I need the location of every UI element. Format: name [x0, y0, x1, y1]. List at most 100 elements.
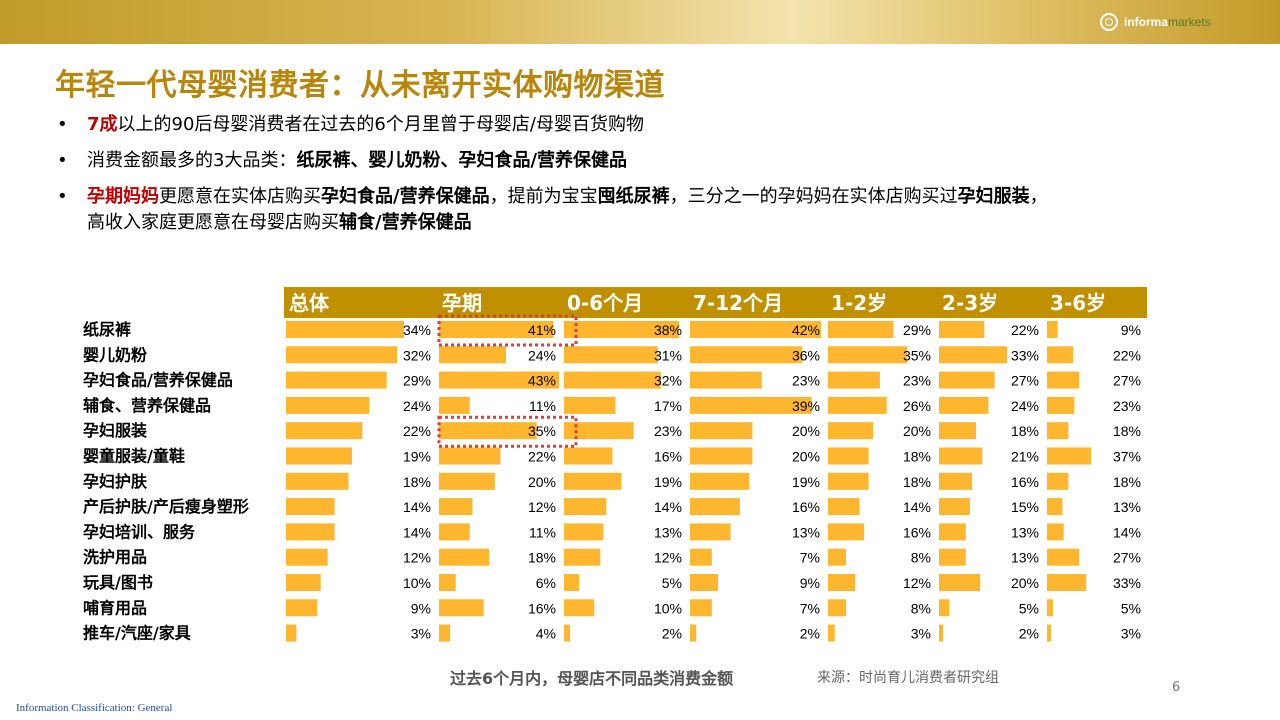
- bar: [690, 574, 719, 591]
- highlight-box: [437, 314, 578, 347]
- bar-value-label: 18%: [403, 474, 431, 490]
- bar-value-label: 17%: [654, 398, 682, 414]
- bar: [439, 396, 470, 414]
- bar: [1047, 624, 1051, 642]
- bar: [939, 574, 981, 591]
- bar: [828, 371, 880, 389]
- bar: [1047, 371, 1080, 389]
- bar: [439, 321, 554, 338]
- bar-value-label: 33%: [1011, 347, 1039, 363]
- column-header-2: 孕期: [442, 291, 482, 315]
- bar: [828, 321, 894, 338]
- bar-value-label: 18%: [1113, 474, 1141, 490]
- bar-value-label: 41%: [528, 322, 556, 338]
- category-label: 洗护用品: [83, 548, 147, 567]
- bar: [439, 346, 506, 364]
- bar: [439, 574, 456, 591]
- chart-caption: 过去6个月内，母婴店不同品类消费金额: [450, 669, 734, 688]
- classification-label: Information Classification: General: [16, 702, 173, 714]
- bar-value-label: 16%: [1011, 474, 1039, 490]
- bar-value-label: 12%: [903, 575, 931, 591]
- bar: [1047, 523, 1064, 541]
- bar-value-label: 2%: [1019, 626, 1039, 642]
- bar-value-label: 24%: [528, 347, 556, 363]
- bar-value-label: 16%: [654, 449, 682, 465]
- column-header-3: 0-6个月: [567, 291, 643, 315]
- bar: [690, 548, 712, 566]
- bar: [828, 472, 869, 490]
- bar: [564, 548, 601, 566]
- bar: [939, 447, 983, 465]
- bar: [828, 624, 835, 642]
- bar-value-label: 14%: [403, 499, 431, 515]
- highlight-box: [437, 415, 578, 448]
- bar: [1047, 599, 1053, 617]
- bar-value-label: 23%: [654, 423, 682, 439]
- bar-value-label: 20%: [792, 449, 820, 465]
- bar: [439, 548, 490, 566]
- bar-value-label: 16%: [903, 524, 931, 540]
- bullet-2: 消费金额最多的3大品类：纸尿裤、婴儿奶粉、孕妇食品/营养保健品: [55, 148, 1235, 174]
- category-label: 婴童服装/童鞋: [83, 447, 185, 466]
- logo-text: informamarkets: [1124, 15, 1211, 29]
- bar-value-label: 8%: [911, 600, 931, 616]
- bar-value-label: 23%: [1113, 398, 1141, 414]
- bar: [564, 574, 580, 591]
- bar: [564, 599, 595, 617]
- bar-value-label: 13%: [792, 524, 820, 540]
- bar-value-label: 18%: [903, 449, 931, 465]
- bar-value-label: 19%: [654, 474, 682, 490]
- bar: [939, 371, 995, 389]
- bar-value-label: 38%: [654, 322, 682, 338]
- category-label: 孕妇食品/营养保健品: [83, 371, 233, 390]
- column-header-4: 7-12个月: [693, 291, 783, 315]
- bar: [1047, 574, 1087, 591]
- bar: [286, 447, 352, 465]
- bar: [939, 523, 966, 541]
- bar-value-label: 32%: [403, 347, 431, 363]
- bar: [690, 599, 712, 617]
- category-label: 辅食、营养保健品: [83, 396, 211, 415]
- bar-value-label: 5%: [662, 575, 682, 591]
- bar: [939, 396, 989, 414]
- bar: [286, 346, 398, 364]
- bar: [1047, 346, 1074, 364]
- slide-title: 年轻一代母婴消费者：从未离开实体购物渠道: [55, 68, 665, 103]
- bar: [1047, 498, 1063, 516]
- bar-value-label: 2%: [800, 626, 820, 642]
- bar: [439, 447, 501, 465]
- bar: [439, 422, 537, 440]
- bar-value-label: 12%: [403, 550, 431, 566]
- bullet-3: 孕期妈妈更愿意在实体店购买孕妇食品/营养保健品，提前为宝宝囤纸尿裤，三分之一的孕…: [55, 184, 1235, 236]
- bar: [690, 498, 740, 516]
- bar-value-label: 29%: [903, 322, 931, 338]
- bar: [939, 321, 985, 338]
- bar: [1047, 321, 1058, 338]
- bar: [939, 422, 977, 440]
- bar: [690, 422, 753, 440]
- bar: [690, 371, 762, 389]
- bar: [439, 498, 473, 516]
- bar: [439, 472, 495, 490]
- bar: [286, 523, 335, 541]
- bar: [690, 346, 803, 364]
- category-label: 婴儿奶粉: [83, 345, 147, 364]
- bar-value-label: 3%: [411, 626, 431, 642]
- bar-value-label: 16%: [528, 600, 556, 616]
- bar-value-label: 18%: [1113, 423, 1141, 439]
- category-label: 孕妇培训、服务: [83, 522, 196, 541]
- bar: [286, 624, 297, 642]
- bar: [1047, 447, 1091, 465]
- bar-value-label: 6%: [536, 575, 556, 591]
- bar-value-label: 10%: [654, 600, 682, 616]
- chart-header-band: [284, 287, 1147, 318]
- bullet-list: 7成以上的90后母婴消费者在过去的6个月里曾于母婴店/母婴百货购物 消费金额最多…: [55, 112, 1235, 246]
- bar: [286, 574, 321, 591]
- bar: [828, 574, 856, 591]
- bar-value-label: 32%: [654, 373, 682, 389]
- bar-value-label: 20%: [792, 423, 820, 439]
- bar-value-label: 9%: [800, 575, 820, 591]
- bar-value-label: 31%: [654, 347, 682, 363]
- bar-value-label: 4%: [536, 626, 556, 642]
- bar: [828, 422, 874, 440]
